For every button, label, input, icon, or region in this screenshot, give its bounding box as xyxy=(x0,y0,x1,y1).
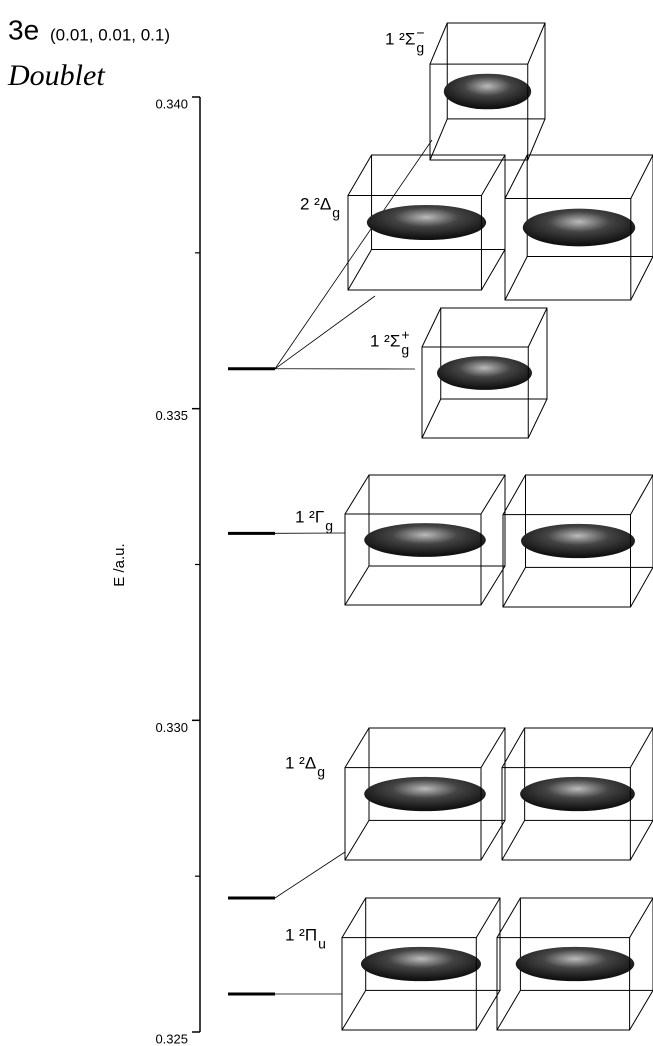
state-label: 1 ²Π xyxy=(285,925,317,944)
orbital xyxy=(364,776,486,812)
cube-edge xyxy=(480,474,506,515)
y-tick-label: 0.335 xyxy=(155,408,188,423)
cube-edge xyxy=(629,990,653,1031)
orbital xyxy=(443,73,532,110)
cube-edge xyxy=(527,307,548,348)
cube-edge xyxy=(504,154,528,199)
cube-edge xyxy=(344,727,370,768)
cube-edge xyxy=(504,256,528,301)
orbital xyxy=(520,776,635,812)
state-label-sup: − xyxy=(416,25,424,41)
cube-edge xyxy=(475,897,501,938)
state-label-sub: g xyxy=(325,518,333,534)
state-label: 1 ²Σ xyxy=(370,331,400,350)
cube-edge xyxy=(344,474,370,515)
orbital xyxy=(364,523,486,557)
cube-edge xyxy=(347,249,372,291)
state-label-sub: g xyxy=(416,40,424,56)
cube-edge xyxy=(630,567,653,608)
cube-edge xyxy=(527,22,546,65)
cube-front xyxy=(341,937,477,1031)
y-tick-label: 0.340 xyxy=(155,96,188,111)
cube-edge xyxy=(527,118,546,161)
cube-front xyxy=(429,63,529,161)
orbital xyxy=(437,356,532,390)
cube-edge xyxy=(429,118,448,161)
cube-back xyxy=(524,727,653,821)
orbital xyxy=(366,204,487,241)
y-tick-label: 0.330 xyxy=(155,720,188,735)
cube-edge xyxy=(344,565,370,606)
cube-front xyxy=(504,198,632,301)
cube-back xyxy=(519,897,653,991)
cube-back xyxy=(440,307,548,400)
cube-front xyxy=(502,514,631,608)
cube-front xyxy=(501,767,631,861)
cube-edge xyxy=(480,565,506,606)
cube-edge xyxy=(501,820,526,861)
annotation: Doublet xyxy=(7,59,105,92)
cube-front xyxy=(344,767,482,861)
cube-edge xyxy=(341,897,367,938)
state-label-sub: u xyxy=(318,936,326,952)
cube-edge xyxy=(347,154,372,196)
orbital xyxy=(515,946,635,982)
state-label-sub: g xyxy=(317,764,325,780)
cube-edge xyxy=(630,256,653,301)
cube-edge xyxy=(344,820,370,861)
orbital xyxy=(521,523,635,559)
cube-edge xyxy=(421,398,442,439)
state-label: 1 ²Σ xyxy=(385,29,415,48)
cube-edge xyxy=(481,249,506,291)
leader-line xyxy=(274,139,433,369)
state-label: 1 ²Δ xyxy=(285,753,316,772)
state-label-sup: + xyxy=(401,327,409,343)
cube-edge xyxy=(341,990,367,1031)
cube-edge xyxy=(502,567,526,608)
cube-edge xyxy=(501,727,526,768)
cube-front xyxy=(496,937,631,1031)
y-axis-label: E /a.u. xyxy=(111,543,128,586)
leader-line xyxy=(274,851,346,899)
cube-edge xyxy=(496,990,521,1031)
y-tick-label: 0.325 xyxy=(155,1031,188,1046)
orbital xyxy=(360,946,482,982)
cube-back xyxy=(525,474,653,568)
cube-edge xyxy=(429,22,448,65)
cube-edge xyxy=(475,990,501,1031)
cube-edge xyxy=(630,154,653,199)
cube-front xyxy=(347,195,482,291)
cube-edge xyxy=(527,398,548,439)
cube-edge xyxy=(496,897,521,938)
cube-edge xyxy=(630,474,653,515)
cube-front xyxy=(344,513,482,606)
state-label: 2 ²Δ xyxy=(300,194,331,213)
cube-back xyxy=(526,154,653,257)
cube-edge xyxy=(629,727,653,768)
subtitle: (0.01, 0.01, 0.1) xyxy=(50,25,170,44)
state-label-sub: g xyxy=(401,342,409,358)
cube-back xyxy=(368,727,506,821)
state-label: 1 ²Γ xyxy=(295,507,324,526)
leader-line xyxy=(274,295,376,370)
cube-edge xyxy=(502,474,526,515)
state-label-sub: g xyxy=(332,205,340,221)
cube-edge xyxy=(629,820,653,861)
cube-back xyxy=(365,897,501,991)
title: 3e xyxy=(8,14,39,45)
cube-edge xyxy=(481,154,506,196)
cube-back xyxy=(446,22,546,120)
cube-front xyxy=(421,346,529,439)
cube-edge xyxy=(421,307,442,348)
cube-back xyxy=(368,474,506,567)
cube-edge xyxy=(629,897,653,938)
cube-edge xyxy=(480,820,506,861)
cube-edge xyxy=(480,727,506,768)
orbital xyxy=(522,208,636,247)
